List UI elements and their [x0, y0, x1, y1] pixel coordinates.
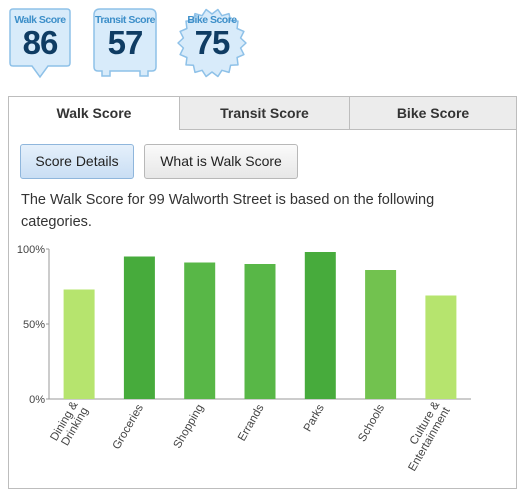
walk-score-badge-value: 86	[22, 24, 59, 61]
transit-score-badge-label: Transit Score	[94, 14, 156, 26]
bar	[304, 252, 336, 399]
x-tick-label: Dining &Drinking	[48, 399, 91, 449]
score-description: The Walk Score for 99 Walworth Street is…	[21, 192, 435, 230]
tab-transit-score[interactable]: Transit Score	[179, 97, 349, 130]
bar	[63, 289, 95, 399]
walk-score-badge[interactable]: Walk Score 86	[8, 7, 72, 79]
x-tick-label: Shopping	[172, 403, 207, 451]
tab-bike-score[interactable]: Bike Score	[349, 97, 516, 130]
bike-score-badge[interactable]: Bike Score 75	[176, 7, 248, 79]
score-details-button[interactable]: Score Details	[20, 144, 134, 179]
bike-score-gear-icon	[177, 8, 247, 78]
bar	[425, 295, 457, 399]
what-is-walk-score-button[interactable]: What is Walk Score	[144, 144, 298, 179]
x-tick-label: Parks	[302, 402, 327, 434]
walk-score-badge-label: Walk Score	[14, 14, 66, 26]
score-panel: Walk Score Transit Score Bike Score Scor…	[8, 96, 517, 489]
x-tick-label: Schools	[356, 402, 387, 444]
bike-score-badge-value: 75	[194, 24, 231, 61]
bike-score-badge-label: Bike Score	[187, 14, 237, 26]
bar	[184, 262, 216, 399]
bar	[244, 264, 276, 399]
x-tick-label: Errands	[236, 402, 267, 443]
walk-score-pin-icon	[9, 8, 71, 79]
x-tick-label: Groceries	[111, 402, 146, 451]
transit-score-badge[interactable]: Transit Score 57	[92, 7, 158, 79]
y-tick-label: 50%	[23, 319, 45, 331]
x-tick-label: Culture &Entertainment	[396, 399, 453, 474]
bar	[365, 270, 397, 399]
y-tick-label: 0%	[29, 394, 45, 406]
transit-score-badge-value: 57	[107, 24, 144, 61]
y-tick-label: 100%	[17, 244, 45, 256]
bar	[123, 256, 155, 399]
score-tabs: Walk Score Transit Score Bike Score	[9, 97, 516, 130]
walk-score-category-chart: 100% 50% 0% Dining &Drinking Groceries Shoppi…	[17, 244, 471, 474]
tab-walk-score[interactable]: Walk Score	[9, 97, 179, 130]
transit-score-bus-icon	[93, 8, 157, 77]
